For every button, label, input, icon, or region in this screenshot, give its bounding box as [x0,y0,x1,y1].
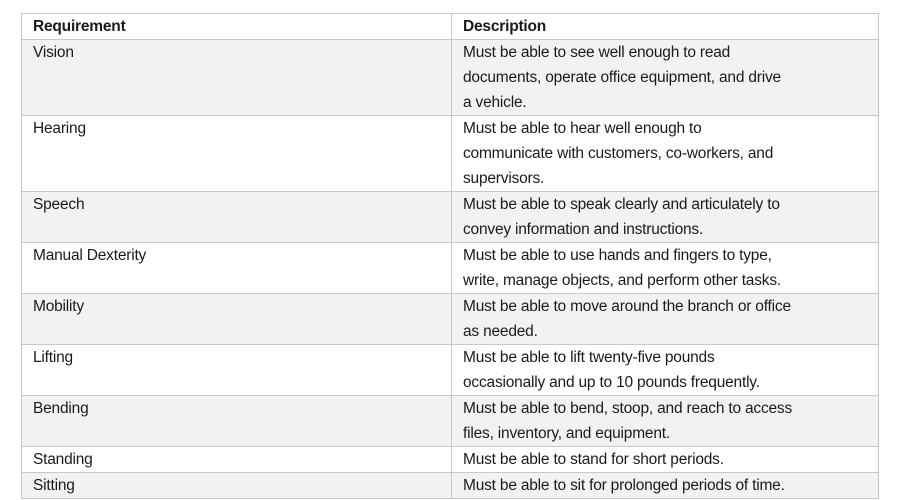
description-line: as needed. [463,323,538,340]
header-row: Requirement Description [21,13,879,40]
description-line: write, manage objects, and perform other… [463,272,781,289]
table-row: Sitting Must be able to sit for prolonged… [21,472,879,499]
description-line: files, inventory, and equipment. [463,425,670,442]
table-row: Manual Dexterity Must be able to use hand… [21,242,879,294]
description-line: Must be able to stand for short periods. [463,451,724,468]
description-cell: Must be able to bend, stoop, and reach t… [451,395,879,447]
header-description: Description [451,13,879,40]
description-line: Must be able to speak clearly and articu… [463,196,780,213]
description-line: convey information and instructions. [463,221,704,238]
table-row: Vision Must be able to see well enough to… [21,39,879,116]
table-row: Bending Must be able to bend, stoop, and … [21,395,879,447]
description-line: occasionally and up to 10 pounds frequen… [463,374,760,391]
requirement-cell: Bending [21,395,452,447]
requirement-cell: Standing [21,446,452,473]
table-row: Mobility Must be able to move around the … [21,293,879,345]
requirement-cell: Speech [21,191,452,243]
requirement-cell: Mobility [21,293,452,345]
description-cell: Must be able to use hands and fingers to… [451,242,879,294]
description-line: Must be able to use hands and fingers to… [463,247,772,264]
description-cell: Must be able to lift twenty-five pounds o… [451,344,879,396]
requirement-cell: Hearing [21,115,452,192]
description-cell: Must be able to move around the branch o… [451,293,879,345]
requirements-table: Requirement Description Vision Must be ab… [21,13,879,499]
description-line: Must be able to sit for prolonged period… [463,477,785,494]
description-cell: Must be able to speak clearly and articu… [451,191,879,243]
description-cell: Must be able to stand for short periods. [451,446,879,473]
description-line: Must be able to bend, stoop, and reach t… [463,400,793,417]
description-line: communicate with customers, co-workers, … [463,145,774,162]
table-row: Speech Must be able to speak clearly and … [21,191,879,243]
description-line: documents, operate office equipment, and… [463,69,781,86]
description-line: Must be able to hear well enough to [463,120,702,137]
requirement-cell: Vision [21,39,452,116]
table-row: Standing Must be able to stand for short … [21,446,879,473]
description-cell: Must be able to hear well enough to commu… [451,115,879,192]
description-line: supervisors. [463,170,545,187]
table-row: Hearing Must be able to hear well enough … [21,115,879,192]
description-cell: Must be able to sit for prolonged period… [451,472,879,499]
requirement-cell: Sitting [21,472,452,499]
header-requirement: Requirement [21,13,452,40]
requirement-cell: Manual Dexterity [21,242,452,294]
description-line: a vehicle. [463,94,527,111]
table-row: Lifting Must be able to lift twenty-five … [21,344,879,396]
description-line: Must be able to lift twenty-five pounds [463,349,715,366]
requirement-cell: Lifting [21,344,452,396]
description-cell: Must be able to see well enough to read d… [451,39,879,116]
description-line: Must be able to move around the branch o… [463,298,791,315]
description-line: Must be able to see well enough to read [463,44,731,61]
